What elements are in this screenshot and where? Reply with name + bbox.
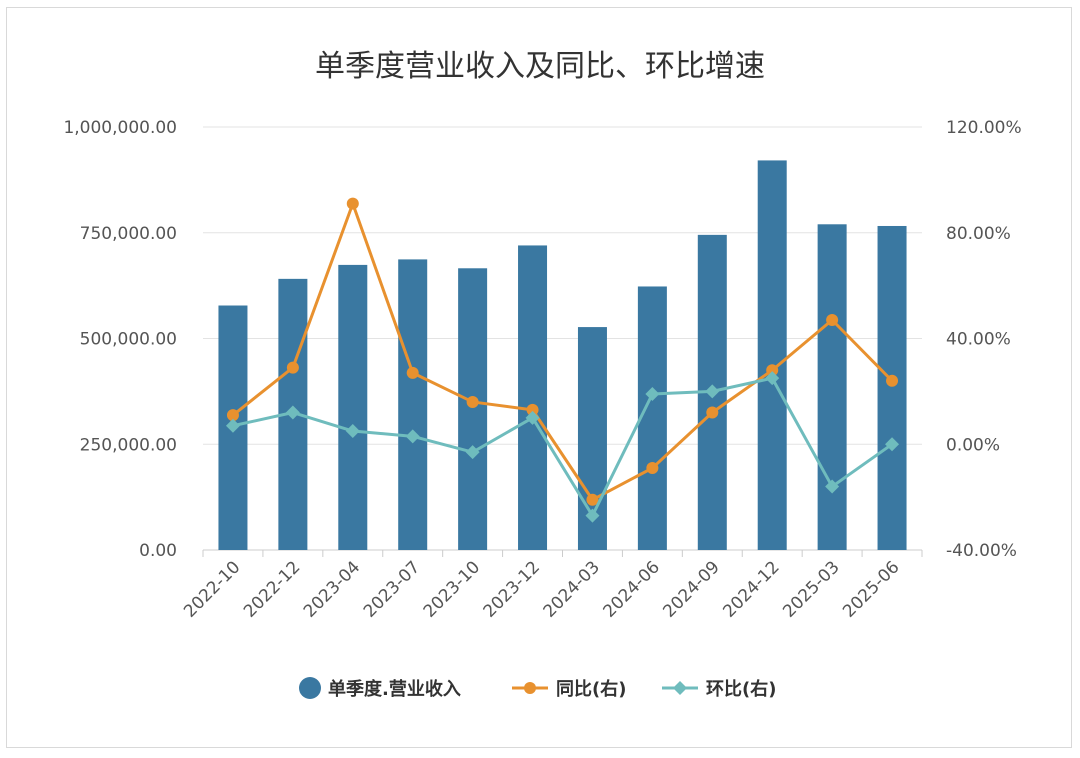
legend-diamond-icon bbox=[673, 681, 687, 695]
legend-label-yoy: 同比(右) bbox=[556, 678, 626, 700]
bar bbox=[817, 224, 847, 551]
left-tick-label: 750,000.00 bbox=[80, 224, 177, 244]
bar bbox=[637, 286, 667, 550]
bar bbox=[877, 225, 907, 550]
x-tick-label: 2024-09 bbox=[659, 557, 723, 621]
x-tick-label: 2023-12 bbox=[480, 557, 544, 621]
yoy-point bbox=[766, 364, 779, 377]
qoq-point bbox=[765, 371, 780, 386]
qoq-point bbox=[585, 508, 600, 523]
yoy-point bbox=[466, 395, 479, 408]
bar bbox=[757, 160, 787, 551]
yoy-point bbox=[286, 361, 299, 374]
legend-label-revenue: 单季度.营业收入 bbox=[328, 678, 461, 700]
x-tick-label: 2025-06 bbox=[839, 557, 903, 621]
x-tick-label: 2023-10 bbox=[420, 557, 484, 621]
gridlines bbox=[202, 126, 923, 557]
left-tick-label: 1,000,000.00 bbox=[63, 118, 177, 138]
x-tick-label: 2024-06 bbox=[600, 557, 664, 621]
qoq-line bbox=[232, 376, 893, 518]
yoy-point bbox=[826, 313, 839, 326]
legend-item-revenue[interactable]: 单季度.营业收入 bbox=[299, 677, 461, 700]
yoy-line bbox=[232, 202, 894, 502]
bar bbox=[338, 264, 368, 550]
right-axis-ticks: -40.00% 0.00% 40.00% 80.00% 120.00% bbox=[946, 118, 1022, 561]
yoy-point bbox=[226, 409, 239, 422]
right-tick-label: -40.00% bbox=[946, 541, 1017, 561]
qoq-point bbox=[345, 424, 360, 439]
x-tick-label: 2023-07 bbox=[360, 557, 424, 621]
yoy-point bbox=[886, 374, 899, 387]
legend-circle-icon bbox=[524, 682, 536, 694]
bar bbox=[398, 259, 428, 550]
yoy-point bbox=[646, 462, 659, 475]
yoy-point bbox=[346, 197, 359, 210]
qoq-point bbox=[525, 410, 540, 425]
legend-item-qoq[interactable]: 环比(右) bbox=[662, 678, 776, 700]
legend-circle-icon bbox=[299, 677, 321, 699]
left-tick-label: 500,000.00 bbox=[80, 330, 177, 350]
qoq-point bbox=[705, 384, 720, 399]
qoq-point bbox=[225, 418, 240, 433]
bar bbox=[518, 245, 548, 550]
x-tick-label: 2022-10 bbox=[180, 557, 244, 621]
qoq-point bbox=[645, 387, 660, 402]
legend-item-yoy[interactable]: 同比(右) bbox=[512, 678, 626, 700]
x-tick-label: 2024-12 bbox=[719, 557, 783, 621]
yoy-point bbox=[406, 366, 419, 379]
bar bbox=[458, 268, 488, 550]
yoy-point bbox=[586, 493, 599, 506]
yoy-point bbox=[526, 403, 539, 416]
left-tick-label: 0.00 bbox=[139, 541, 177, 561]
right-tick-label: 0.00% bbox=[946, 435, 1000, 455]
qoq-point bbox=[285, 405, 300, 420]
legend-label-qoq: 环比(右) bbox=[706, 678, 776, 700]
yoy-point bbox=[706, 406, 719, 419]
qoq-point bbox=[825, 479, 840, 494]
x-tick-label: 2024-03 bbox=[540, 557, 604, 621]
x-axis-ticks: 2022-102022-122023-042023-072023-102023-… bbox=[180, 557, 903, 621]
qoq-point bbox=[885, 437, 900, 452]
x-tick-label: 2023-04 bbox=[300, 557, 364, 621]
left-axis-ticks: 0.00 250,000.00 500,000.00 750,000.00 1,000,… bbox=[63, 118, 177, 561]
chart-title: 单季度营业收入及同比、环比增速 bbox=[315, 49, 765, 84]
right-tick-label: 120.00% bbox=[946, 118, 1022, 138]
right-tick-label: 80.00% bbox=[946, 224, 1011, 244]
x-tick-label: 2025-03 bbox=[779, 557, 843, 621]
left-tick-label: 250,000.00 bbox=[80, 435, 177, 455]
bar-series bbox=[218, 160, 907, 551]
right-tick-label: 40.00% bbox=[946, 330, 1011, 350]
legend[interactable]: 单季度.营业收入 同比(右) 环比(右) bbox=[299, 677, 776, 700]
qoq-point bbox=[465, 445, 480, 460]
line-series bbox=[225, 197, 900, 523]
x-tick-label: 2022-12 bbox=[240, 557, 304, 621]
qoq-point bbox=[405, 429, 420, 444]
